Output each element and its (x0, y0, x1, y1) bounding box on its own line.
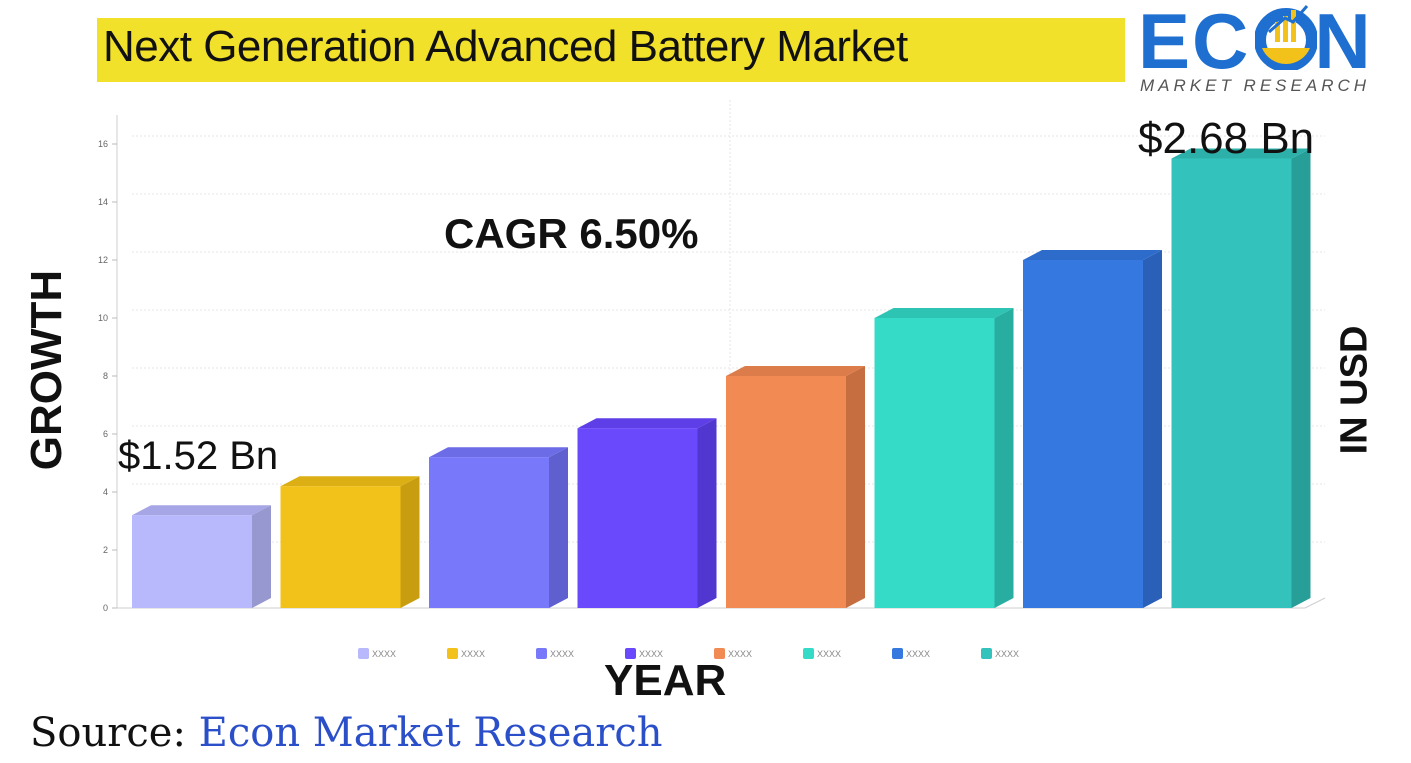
bar-top (1171, 148, 1311, 159)
legend-swatch (536, 648, 547, 659)
legend-label: XXXX (550, 649, 574, 659)
y-tick-label: 16 (98, 139, 108, 149)
bar-top (874, 308, 1014, 318)
start-value-annotation: $1.52 Bn (118, 434, 279, 478)
bar (1171, 158, 1292, 608)
x-axis-depth-line (1304, 597, 1326, 609)
legend-swatch (447, 648, 458, 659)
y-tick-label: 14 (98, 197, 108, 207)
bar-side (994, 308, 1014, 608)
logo-wordmark: EC N (1138, 0, 1373, 85)
y-tick-label: 0 (103, 603, 108, 613)
legend-label: XXXX (372, 649, 396, 659)
bar-top (1023, 250, 1162, 260)
y-tick-label: 6 (103, 429, 108, 439)
bar-side (846, 366, 865, 608)
legend-swatch (358, 648, 369, 659)
source-link[interactable]: Econ Market Research (198, 710, 663, 756)
bar (429, 457, 549, 608)
source-prefix: Source: (30, 710, 199, 756)
legend-label: XXXX (817, 649, 841, 659)
legend-swatch (714, 648, 725, 659)
econ-logo: EC N MARKET RESEARCH (1138, 0, 1398, 100)
y-axis-label: GROWTH (22, 269, 71, 471)
cagr-annotation: CAGR 6.50% (444, 210, 699, 257)
logo-o-icon (1255, 5, 1317, 70)
unit-label: IN USD (1333, 325, 1376, 455)
logo-subtitle: MARKET RESEARCH (1140, 76, 1371, 95)
legend-label: XXXX (639, 649, 663, 659)
legend-label: XXXX (995, 649, 1019, 659)
bar-top (429, 447, 568, 458)
x-axis-label: YEAR (604, 656, 727, 705)
y-tick-label: 8 (103, 371, 108, 381)
y-tick-label: 12 (98, 255, 108, 265)
bar-side (400, 476, 420, 608)
bar (726, 376, 846, 608)
end-value-annotation: $2.68 Bn (1138, 114, 1315, 163)
legend-label: XXXX (906, 649, 930, 659)
bar-side (549, 447, 568, 608)
legend-label: XXXX (461, 649, 485, 659)
bar (132, 515, 252, 608)
legend-swatch (803, 648, 814, 659)
source-line: Source: Econ Market Research (30, 710, 663, 756)
legend-swatch (625, 648, 636, 659)
y-tick-label: 4 (103, 487, 108, 497)
chart-title: Next Generation Advanced Battery Market (103, 22, 908, 71)
legend-swatch (892, 648, 903, 659)
bar-top (132, 505, 271, 516)
bar-top (577, 418, 717, 429)
title-highlight (97, 18, 1125, 82)
bar-side (252, 505, 271, 608)
bar-top (280, 476, 420, 487)
bar-side (1291, 148, 1311, 608)
bar-top (726, 366, 865, 376)
bar (1023, 260, 1143, 608)
bar-side (697, 418, 717, 608)
legend-swatch (981, 648, 992, 659)
bar-side (1143, 250, 1162, 608)
y-tick-label: 10 (98, 313, 108, 323)
y-tick-label: 2 (103, 545, 108, 555)
bar (577, 428, 698, 608)
bar (280, 486, 401, 608)
legend-label: XXXX (728, 649, 752, 659)
bar (874, 318, 995, 608)
